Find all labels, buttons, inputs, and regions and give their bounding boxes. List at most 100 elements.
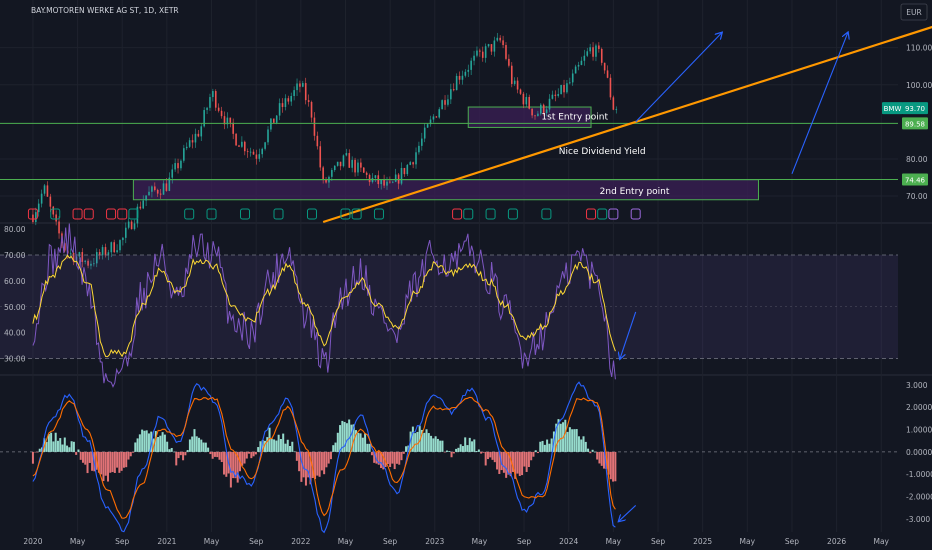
macd-histogram-bar — [84, 451, 87, 465]
macd-histogram-bar — [343, 421, 346, 452]
macd-histogram-bar — [45, 441, 48, 452]
candle-body — [154, 186, 156, 190]
rsi-tick-label: 40.00 — [4, 329, 26, 338]
candle-body — [380, 179, 382, 185]
macd-histogram-bar — [132, 451, 135, 453]
macd-histogram-bar — [263, 440, 266, 452]
candle-body — [365, 172, 368, 175]
candle-body — [124, 227, 127, 238]
currency-label: EUR — [906, 8, 921, 17]
macd-histogram-bar — [31, 451, 34, 464]
candle-body — [165, 183, 168, 191]
macd-histogram-bar — [175, 451, 178, 466]
macd-histogram-bar — [213, 451, 216, 457]
macd-histogram-bar — [361, 437, 364, 452]
macd-histogram-bar — [530, 451, 533, 461]
candle-body — [78, 252, 81, 257]
macd-histogram-bar — [179, 451, 182, 456]
macd-histogram-bar — [225, 451, 228, 477]
candle-body — [557, 94, 560, 96]
macd-histogram-bar — [177, 451, 180, 459]
macd-histogram-bar — [516, 451, 519, 474]
candle-body — [197, 133, 200, 137]
macd-tick-label: -3.000 — [906, 515, 930, 524]
macd-histogram-bar — [577, 436, 580, 452]
candle-body — [130, 221, 133, 230]
earnings-marker — [452, 208, 463, 220]
target-arrow-2 — [791, 33, 848, 174]
candle-body — [307, 100, 310, 103]
candle-body — [223, 116, 226, 125]
candle-body — [406, 164, 409, 175]
candle-body — [81, 252, 84, 262]
macd-histogram-bar — [523, 451, 526, 467]
candle-body — [275, 115, 278, 123]
candle-body — [299, 83, 301, 87]
candle-body — [580, 60, 583, 65]
macd-histogram-bar — [475, 450, 478, 452]
price-badge-value: 93.70 — [905, 105, 925, 113]
candle-body — [545, 109, 548, 114]
macd-histogram-bar — [277, 434, 280, 452]
macd-histogram-bar — [268, 427, 271, 452]
candle-body — [423, 127, 426, 139]
macd-histogram-bar — [311, 451, 314, 478]
candle-body — [52, 206, 55, 215]
macd-histogram-bar — [59, 438, 62, 452]
macd-histogram-bar — [468, 437, 471, 452]
earnings-marker — [630, 208, 641, 220]
macd-histogram-bar — [436, 438, 439, 452]
macd-histogram-bar — [136, 438, 139, 452]
macd-histogram-bar — [218, 451, 221, 460]
candle-body — [127, 221, 130, 228]
macd-histogram-bar — [125, 451, 128, 468]
macd-histogram-bar — [220, 451, 223, 463]
candle-body — [287, 98, 290, 102]
earnings-marker — [485, 208, 496, 220]
macd-histogram-bar — [81, 451, 84, 463]
candle-body — [98, 252, 101, 256]
candle-body — [104, 247, 107, 256]
candle-body — [583, 55, 586, 61]
candle-body — [476, 50, 478, 56]
macd-histogram-bar — [336, 432, 339, 452]
earnings-marker — [72, 208, 83, 220]
macd-histogram-bar — [318, 451, 321, 477]
earnings-marker — [507, 208, 518, 220]
macd-histogram-bar — [332, 445, 335, 452]
macd-histogram-bar — [261, 439, 264, 452]
macd-histogram-bar — [364, 433, 367, 452]
candle-body — [133, 223, 136, 230]
candle-body — [357, 162, 359, 173]
candle-body — [432, 116, 435, 120]
macd-histogram-bar — [420, 429, 423, 452]
macd-histogram-bar — [600, 451, 603, 466]
price-tick-label: 70.00 — [906, 192, 928, 201]
currency-selector[interactable] — [900, 3, 928, 21]
macd-tick-label: -1.0000 — [906, 470, 932, 479]
candle-body — [159, 193, 162, 195]
candle-body — [560, 84, 562, 95]
earnings-marker — [608, 208, 619, 220]
candle-body — [333, 165, 336, 171]
macd-histogram-bar — [134, 442, 137, 452]
macd-histogram-bar — [539, 441, 542, 452]
macd-histogram-bar — [207, 447, 210, 452]
macd-histogram-bar — [250, 451, 253, 459]
macd-histogram-bar — [200, 439, 203, 452]
macd-histogram-bar — [550, 438, 553, 452]
earnings-marker — [240, 208, 251, 220]
macd-histogram-bar — [70, 441, 73, 452]
macd-histogram-bar — [314, 451, 317, 480]
candle-body — [249, 151, 252, 153]
candle-body — [467, 69, 470, 72]
macd-histogram-bar — [455, 448, 458, 452]
macd-histogram-bar — [382, 451, 385, 470]
earnings-marker — [597, 208, 608, 220]
macd-histogram-bar — [63, 437, 66, 452]
macd-histogram-bar — [279, 439, 282, 452]
macd-histogram-bar — [496, 451, 499, 470]
macd-histogram-bar — [184, 451, 187, 456]
candle-body — [516, 80, 519, 90]
